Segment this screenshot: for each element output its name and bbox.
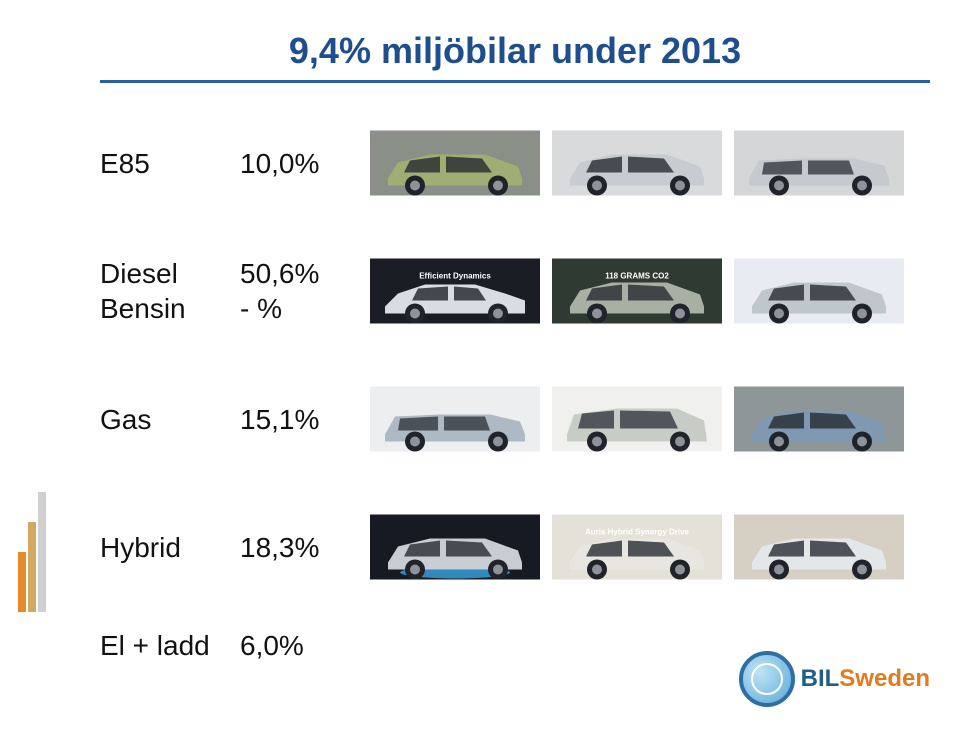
car-thumbnail: [734, 497, 904, 597]
slide-title: 9,4% miljöbilar under 2013: [100, 30, 930, 72]
fuel-value: 10,0%: [240, 146, 370, 181]
fuel-row: E8510,0%: [100, 113, 930, 213]
car-images: Efficient Dynamics 118 GRAMS CO2: [370, 241, 930, 341]
fuel-value: 18,3%: [240, 530, 370, 565]
svg-text:Auris Hybrid Synergy Drive: Auris Hybrid Synergy Drive: [585, 528, 690, 537]
car-thumbnail: 118 GRAMS CO2: [552, 241, 722, 341]
fuel-value: 15,1%: [240, 402, 370, 437]
slide-content: 9,4% miljöbilar under 2013 E8510,0%: [100, 30, 930, 702]
car-images: Auris Hybrid Synergy Drive: [370, 497, 930, 597]
fuel-value: 50,6% - %: [240, 256, 370, 326]
fuel-row: Hybrid18,3% Auris Hybrid Synergy Drive: [100, 497, 930, 597]
logo-badge-icon: [739, 651, 795, 707]
bilsweden-logo: BILSweden: [739, 651, 930, 707]
fuel-label: Gas: [100, 402, 240, 437]
fuel-label: E85: [100, 146, 240, 181]
sidebar-brand-label: BIL Sweden: [0, 488, 2, 562]
car-thumbnail: [552, 369, 722, 469]
car-images: [370, 369, 930, 469]
fuel-value: 6,0%: [240, 628, 370, 663]
car-thumbnail: [370, 497, 540, 597]
car-thumbnail: Efficient Dynamics: [370, 241, 540, 341]
car-thumbnail: [734, 369, 904, 469]
fuel-label: DieselBensin: [100, 256, 240, 326]
svg-text:118 GRAMS CO2: 118 GRAMS CO2: [605, 272, 669, 281]
svg-text:Efficient Dynamics: Efficient Dynamics: [419, 272, 491, 281]
title-underline: [100, 80, 930, 83]
fuel-label: Hybrid: [100, 530, 240, 565]
car-thumbnail: [552, 113, 722, 213]
car-thumbnail: Auris Hybrid Synergy Drive: [552, 497, 722, 597]
logo-text-bil: BIL: [801, 665, 840, 692]
logo-text: BILSweden: [801, 665, 930, 693]
car-thumbnail: [370, 369, 540, 469]
car-thumbnail: [734, 113, 904, 213]
sidebar-brand-bars: [18, 482, 46, 612]
fuel-row: Gas15,1%: [100, 369, 930, 469]
logo-text-sweden: Sweden: [839, 665, 930, 692]
car-thumbnail: [370, 113, 540, 213]
fuel-label: El + ladd: [100, 628, 240, 663]
fuel-row: DieselBensin50,6% - % Efficient Dynamics…: [100, 241, 930, 341]
car-images: [370, 113, 930, 213]
car-thumbnail: [734, 241, 904, 341]
